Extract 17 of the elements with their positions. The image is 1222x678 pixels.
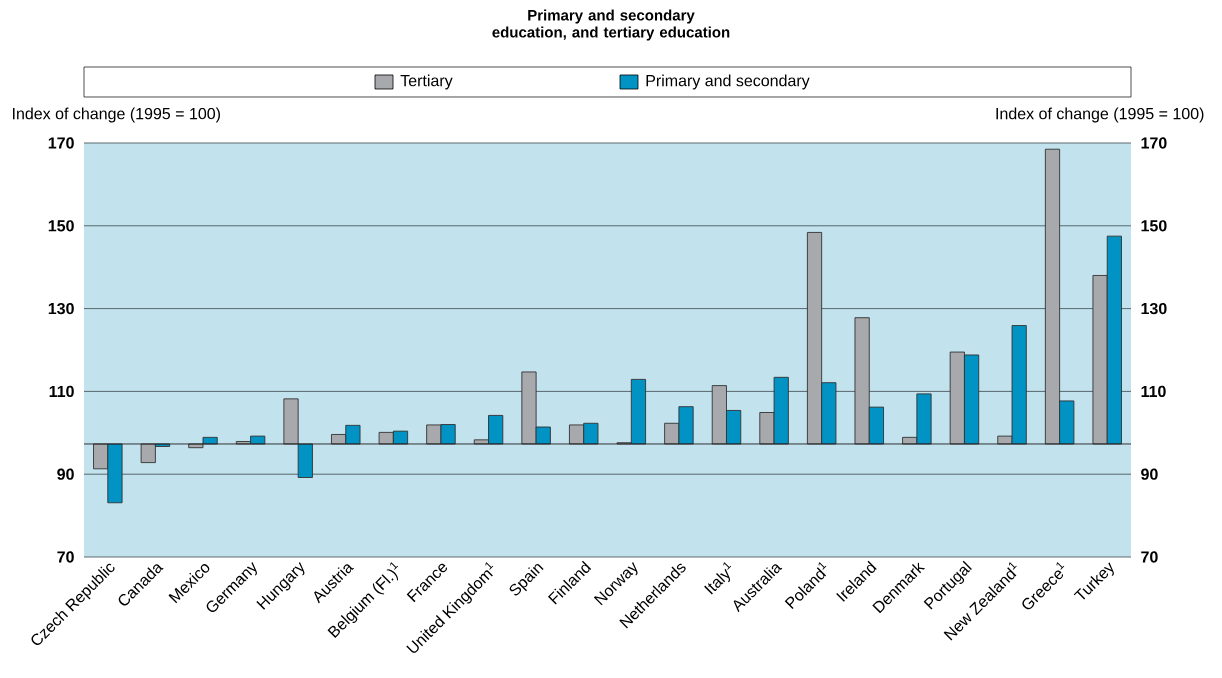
y2-tick-label: 70 (1141, 551, 1158, 563)
y2-tick-label: 90 (1141, 468, 1158, 480)
y2-tick-label: 170 (1141, 137, 1167, 149)
y2-tick-label: 110 (1141, 385, 1166, 398)
legend-label: Tertiary (400, 74, 453, 90)
y-axis-title: Index of change (1995 = 100) (13, 107, 220, 123)
y2-axis-title: Index of change (1995 = 100) (996, 107, 1204, 123)
legend-label: Primary and secondary (646, 74, 810, 90)
y-tick-label: 130 (48, 302, 74, 315)
y-tick-label: 90 (57, 468, 74, 480)
y-tick-label: 150 (48, 220, 74, 232)
y-tick-label: 110 (49, 385, 74, 398)
y2-tick-label: 130 (1141, 302, 1167, 315)
y-tick-label: 70 (57, 551, 74, 563)
chart-title: Primary and secondary education, and tertiary education (492, 9, 730, 41)
y2-tick-label: 150 (1141, 220, 1167, 232)
y-tick-label: 170 (48, 137, 74, 149)
